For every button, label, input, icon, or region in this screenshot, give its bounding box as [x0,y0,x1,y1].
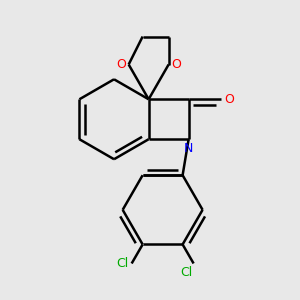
Text: O: O [224,93,234,106]
Text: O: O [172,58,182,71]
Text: O: O [116,58,126,71]
Text: N: N [184,142,193,154]
Text: Cl: Cl [180,266,192,280]
Text: Cl: Cl [116,257,129,270]
